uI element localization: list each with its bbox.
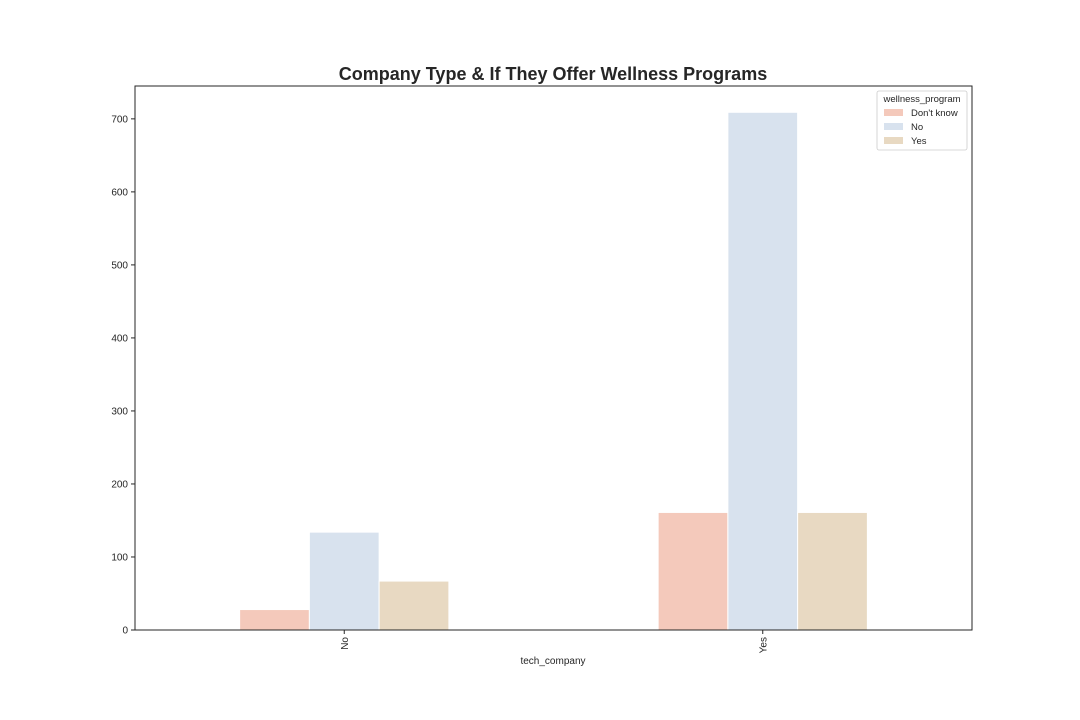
- y-tick-label: 200: [111, 479, 128, 490]
- legend-swatch: [884, 137, 903, 144]
- x-tick-label: No: [340, 637, 351, 650]
- bar-no-no: [308, 531, 380, 631]
- legend: wellness_program Don't know No Yes: [876, 90, 968, 151]
- legend-swatch: [884, 109, 903, 116]
- x-axis: No Yes: [340, 630, 769, 653]
- plot-frame: [134, 85, 973, 631]
- bar-don-t-know-no: [239, 609, 310, 631]
- bar-yes-yes: [797, 511, 868, 631]
- legend-swatch: [884, 123, 903, 130]
- legend-box: [876, 90, 968, 151]
- y-tick-label: 700: [111, 114, 128, 125]
- bar-yes-no: [378, 580, 450, 631]
- bar-no-yes: [727, 111, 799, 631]
- legend-label: Yes: [911, 136, 927, 147]
- y-tick-label: 0: [122, 626, 128, 637]
- y-axis: 0 100 200 300 400 500 600 700: [111, 114, 135, 637]
- legend-items: Don't know No Yes: [884, 108, 958, 147]
- y-tick-label: 500: [111, 260, 128, 271]
- legend-title: wellness_program: [882, 94, 960, 105]
- legend-label: Don't know: [911, 108, 958, 119]
- bar-don-t-know-yes: [657, 511, 729, 631]
- bars-group: [239, 111, 868, 631]
- y-tick-label: 600: [111, 187, 128, 198]
- y-tick-label: 100: [111, 552, 128, 563]
- y-tick-label: 400: [111, 333, 128, 344]
- x-tick-label: Yes: [758, 637, 769, 653]
- y-tick-label: 300: [111, 406, 128, 417]
- x-axis-label: tech_company: [520, 656, 585, 667]
- legend-label: No: [911, 122, 923, 133]
- chart-title: Company Type & If They Offer Wellness Pr…: [339, 64, 767, 84]
